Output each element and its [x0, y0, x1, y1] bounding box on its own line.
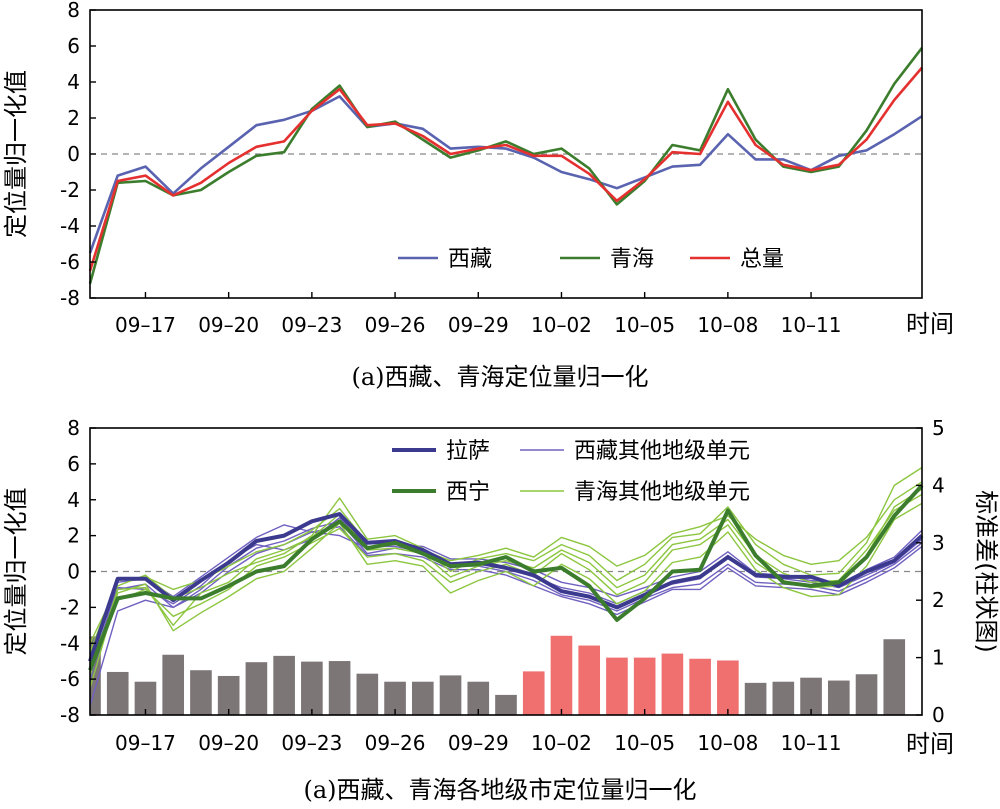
- c1-xtick-label-8: 10–11: [781, 731, 842, 755]
- std-bar-17: [550, 635, 573, 715]
- c0-ytick-label-4: 0: [67, 142, 80, 166]
- c0-xtick-label-5: 10–02: [531, 313, 592, 337]
- c1-xtick-label-0: 09–17: [115, 731, 176, 755]
- c1-y2tick-label-0: 0: [932, 703, 945, 727]
- c0-y-axis-label: 定位量归一化值: [2, 70, 30, 238]
- c0-ytick-label-2: -4: [60, 214, 80, 238]
- c0-series-line-2: [88, 66, 923, 272]
- c1-series-line-9: [89, 481, 923, 653]
- c0-xtick-label-1: 09–20: [198, 313, 259, 337]
- c0-series-line-1: [88, 47, 924, 284]
- c0-ytick-label-8: 8: [67, 0, 80, 22]
- std-bar-22: [689, 658, 711, 715]
- c0-legend-label-0: 西藏: [448, 247, 492, 272]
- c1-legend-label-4: 西藏其他地级单元: [574, 439, 750, 464]
- c1-y2tick-label-3: 3: [932, 531, 945, 555]
- c1-y2tick-label-4: 4: [932, 473, 945, 497]
- c1-xtick-label-7: 10–08: [697, 731, 758, 755]
- c0-x-axis-label: 时间: [906, 310, 954, 338]
- std-bar-5: [217, 675, 240, 715]
- c1-ytick-label-6: 4: [67, 488, 80, 512]
- std-bar-23: [717, 660, 739, 715]
- std-bar-13: [439, 675, 462, 715]
- c1-caption: (a)西藏、青海各地级市定位量归一化: [303, 776, 696, 804]
- std-bar-9: [328, 661, 351, 715]
- c1-y2tick-label-5: 5: [932, 416, 945, 440]
- c1-xtick-label-5: 10–02: [531, 731, 592, 755]
- std-bar-14: [467, 681, 490, 715]
- c1-y2-axis-label: 标准差(柱状图): [972, 490, 1000, 653]
- c0-xtick-label-8: 10–11: [781, 313, 842, 337]
- std-bar-7: [273, 655, 295, 715]
- c1-ytick-label-1: -6: [60, 667, 80, 691]
- c0-xtick-label-0: 09–17: [115, 313, 176, 337]
- std-bar-29: [883, 639, 906, 715]
- c1-y-axis-label: 定位量归一化值: [2, 488, 30, 656]
- c0-legend-label-1: 青海: [610, 247, 654, 272]
- c1-ytick-label-2: -4: [60, 631, 80, 655]
- c1-xtick-label-2: 09–23: [281, 731, 342, 755]
- std-bar-11: [384, 681, 406, 715]
- c1-legend-label-10: 青海其他地级单元: [574, 480, 750, 505]
- std-bar-1: [106, 671, 129, 715]
- c1-x-axis-label: 时间: [906, 730, 954, 758]
- std-bar-6: [245, 662, 268, 715]
- std-bar-2: [134, 681, 157, 715]
- std-bar-8: [301, 661, 323, 715]
- std-bar-18: [578, 645, 601, 715]
- c1-legend-label-0: 拉萨: [446, 439, 490, 464]
- c1-y2tick-label-1: 1: [932, 646, 945, 670]
- c0-legend-label-2: 总量: [740, 247, 784, 272]
- c0-xtick-label-3: 09–26: [365, 313, 426, 337]
- c1-series-line-6: [89, 466, 923, 644]
- c1-xtick-label-1: 09–20: [198, 731, 259, 755]
- c1-xtick-label-6: 10–05: [614, 731, 675, 755]
- std-bar-0: [90, 636, 101, 715]
- c1-ytick-label-4: 0: [67, 560, 80, 584]
- c0-ytick-label-7: 6: [67, 34, 80, 58]
- std-bar-3: [162, 654, 185, 715]
- std-bar-25: [772, 681, 795, 715]
- std-bar-16: [522, 671, 545, 715]
- std-bar-26: [800, 677, 822, 715]
- c1-series-line-0: [88, 512, 924, 662]
- c1-legend-label-5: 西宁: [446, 480, 490, 505]
- std-bar-15: [495, 694, 517, 715]
- c1-ytick-label-3: -2: [60, 595, 80, 619]
- c0-xtick-label-4: 09–29: [448, 313, 509, 337]
- std-bar-27: [827, 680, 850, 715]
- std-bar-12: [411, 681, 434, 715]
- c0-ytick-label-0: -8: [60, 286, 80, 310]
- std-bar-20: [633, 657, 656, 715]
- c1-ytick-label-7: 6: [67, 452, 80, 476]
- c0-ytick-label-6: 4: [67, 70, 80, 94]
- c0-xtick-label-7: 10–08: [697, 313, 758, 337]
- c1-series-line-5: [88, 484, 924, 671]
- std-bar-24: [744, 682, 767, 715]
- std-bar-28: [855, 674, 878, 715]
- c0-ytick-label-3: -2: [60, 178, 80, 202]
- c1-xtick-label-3: 09–26: [365, 731, 426, 755]
- c0-ytick-label-5: 2: [67, 106, 80, 130]
- std-bar-10: [356, 673, 379, 715]
- std-bar-19: [606, 657, 628, 715]
- c1-ytick-label-5: 2: [67, 524, 80, 548]
- c1-series-line-10: [89, 493, 923, 676]
- std-bar-4: [190, 670, 212, 715]
- c0-xtick-label-2: 09–23: [281, 313, 342, 337]
- c0-xtick-label-6: 10–05: [614, 313, 675, 337]
- std-bar-21: [661, 653, 684, 715]
- c1-ytick-label-8: 8: [67, 416, 80, 440]
- c1-series-line-8: [89, 502, 923, 689]
- c0-ytick-label-1: -6: [60, 250, 80, 274]
- c0-series-line-0: [88, 95, 923, 254]
- c1-ytick-label-0: -8: [60, 703, 80, 727]
- c1-xtick-label-4: 09–29: [448, 731, 509, 755]
- c0-caption: (a)西藏、青海定位量归一化: [351, 363, 648, 391]
- c1-y2tick-label-2: 2: [932, 588, 945, 612]
